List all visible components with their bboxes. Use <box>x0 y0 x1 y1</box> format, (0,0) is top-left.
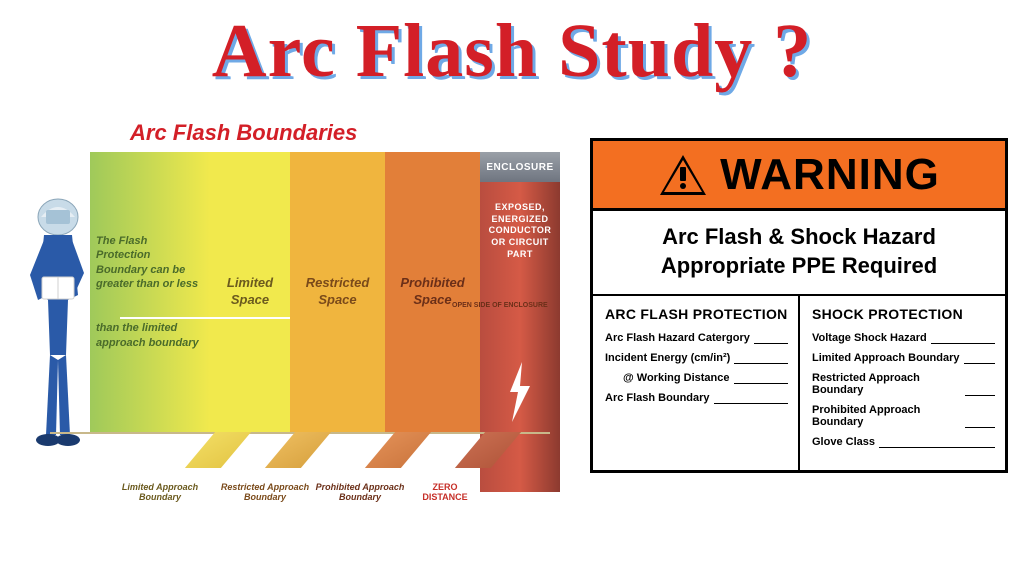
open-side-label: OPEN SIDE OF ENCLOSURE <box>452 302 548 310</box>
diagram-title: Arc Flash Boundaries <box>130 120 357 146</box>
warning-subheader: Arc Flash & Shock Hazard Appropriate PPE… <box>593 211 1005 296</box>
row: Prohibited Approach Boundary <box>812 404 995 428</box>
row: Restricted Approach Boundary <box>812 372 995 396</box>
warning-label: WARNING Arc Flash & Shock Hazard Appropr… <box>590 138 1008 473</box>
warning-header: WARNING <box>593 141 1005 211</box>
page-title: Arc Flash Study ? <box>0 0 1024 95</box>
lightning-bolt-icon <box>506 362 534 422</box>
shock-protection-col: SHOCK PROTECTION Voltage Shock Hazard Li… <box>800 296 1005 470</box>
warning-columns: ARC FLASH PROTECTION Arc Flash Hazard Ca… <box>593 296 1005 470</box>
zone-flash-protection: The Flash Protection Boundary can be gre… <box>90 152 210 432</box>
zone-restricted: Restricted Space <box>290 152 385 432</box>
bl-limited: Limited Approach Boundary <box>100 482 220 502</box>
floor-mark <box>265 432 331 468</box>
warning-triangle-icon <box>658 153 708 197</box>
bottom-labels: Limited Approach Boundary Restricted App… <box>100 482 560 502</box>
arc-flash-protection-col: ARC FLASH PROTECTION Arc Flash Hazard Ca… <box>593 296 800 470</box>
row: Voltage Shock Hazard <box>812 332 995 344</box>
enclosure-header: ENCLOSURE <box>480 152 560 182</box>
arc-flash-diagram: Arc Flash Boundaries <box>10 120 580 560</box>
zone-prohibited: Prohibited Space <box>385 152 480 432</box>
row: @ Working Distance <box>605 372 788 384</box>
row: Incident Energy (cm/in²) <box>605 352 788 364</box>
row: Arc Flash Hazard Catergory <box>605 332 788 344</box>
floor-mark <box>455 432 521 468</box>
row: Limited Approach Boundary <box>812 352 995 364</box>
content-area: Arc Flash Boundaries <box>0 120 1024 576</box>
zone0-bot-text: than the limited approach boundary <box>90 321 210 350</box>
arrow-indicator <box>120 317 290 319</box>
bl-zero: ZERO DISTANCE <box>410 482 480 502</box>
floor-mark <box>185 432 251 468</box>
floor-mark <box>365 432 431 468</box>
zone-limited: Limited Space <box>210 152 290 432</box>
floor <box>50 432 550 472</box>
row: Glove Class <box>812 436 995 448</box>
zone0-top-text: The Flash Protection Boundary can be gre… <box>90 234 210 291</box>
bl-restricted: Restricted Approach Boundary <box>220 482 310 502</box>
row: Arc Flash Boundary <box>605 392 788 404</box>
boundary-zones: The Flash Protection Boundary can be gre… <box>90 152 550 432</box>
warning-word: WARNING <box>720 150 940 200</box>
bl-prohibited: Prohibited Approach Boundary <box>310 482 410 502</box>
